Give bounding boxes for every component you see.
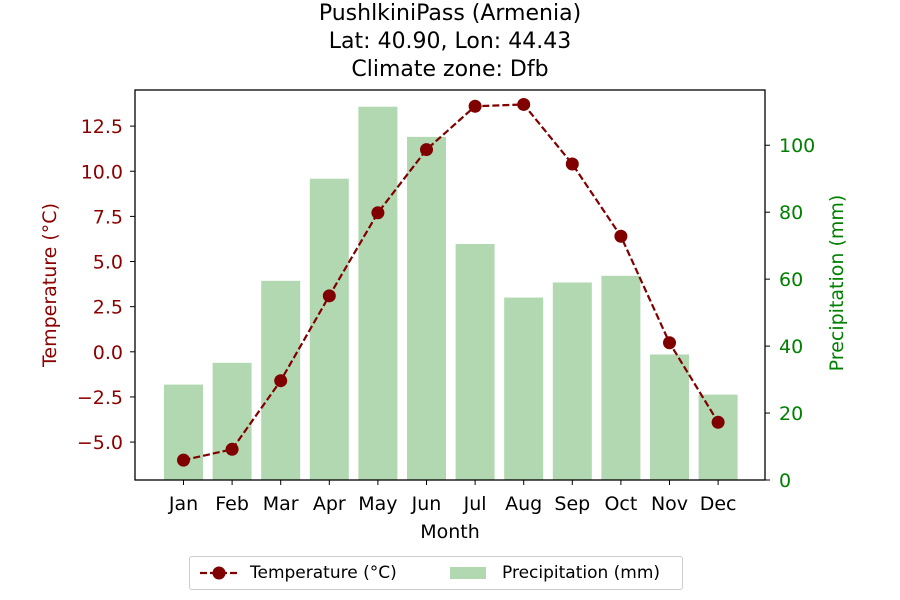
temperature-point-mar <box>274 374 288 388</box>
y-right-tick-label: 100 <box>779 135 815 157</box>
y-left-tick-label: 5.0 <box>93 252 123 274</box>
y-left-tick-label: 12.5 <box>81 116 123 138</box>
temperature-point-sep <box>565 157 579 171</box>
temperature-point-feb <box>225 442 239 456</box>
x-tick-label: Sep <box>554 493 590 515</box>
legend-item-temperature: Temperature (°C) <box>198 557 397 589</box>
precip-bar-dec <box>698 394 738 480</box>
x-tick-label: Mar <box>263 493 299 515</box>
legend: Temperature (°C) Precipitation (mm) <box>189 556 683 590</box>
x-axis-label: Month <box>420 521 480 543</box>
temperature-point-may <box>371 206 385 220</box>
x-tick-label: Feb <box>215 493 249 515</box>
precip-bar-feb <box>212 362 252 480</box>
temperature-point-jul <box>468 99 482 113</box>
x-tick-label: Nov <box>651 493 688 515</box>
y-left-tick-label: −2.5 <box>77 387 123 409</box>
temperature-point-jun <box>420 143 433 157</box>
legend-temperature-marker-icon <box>200 566 238 580</box>
temperature-point-nov <box>663 336 676 350</box>
precip-bar-jul <box>455 243 495 480</box>
x-tick-label: Oct <box>604 493 637 515</box>
precip-bar-jun <box>407 136 446 481</box>
y-right-tick-label: 40 <box>779 336 803 358</box>
temperature-point-dec <box>711 415 725 429</box>
x-tick-label: Apr <box>313 493 346 515</box>
y-right-tick-label: 20 <box>779 403 803 425</box>
precip-bar-sep <box>552 282 592 480</box>
x-tick-label: Aug <box>505 493 542 515</box>
temperature-point-oct <box>614 229 628 243</box>
x-tick-label: Jan <box>168 493 198 515</box>
legend-precipitation-label: Precipitation (mm) <box>502 563 661 583</box>
precip-bar-aug <box>504 297 544 480</box>
x-tick-label: May <box>358 493 397 515</box>
y-left-axis-label: Temperature (°C) <box>39 203 61 368</box>
x-tick-label: Jun <box>411 493 442 515</box>
x-tick-label: Jul <box>463 493 487 515</box>
legend-precipitation-swatch-icon <box>450 567 486 579</box>
chart-title-line-3: Climate zone: Dfb <box>351 57 549 82</box>
precip-bar-nov <box>650 354 689 480</box>
y-left-tick-label: 0.0 <box>93 342 123 364</box>
y-left-tick-label: 10.0 <box>81 161 123 183</box>
y-right-axis-label: Precipitation (mm) <box>826 195 848 372</box>
chart-title-line-2: Lat: 40.90, Lon: 44.43 <box>328 29 572 54</box>
y-left-tick-label: 2.5 <box>93 297 123 319</box>
temperature-line <box>183 103 720 462</box>
y-left-tick-label: −5.0 <box>77 432 123 454</box>
legend-temperature-label: Temperature (°C) <box>250 563 397 583</box>
y-right-tick-label: 0 <box>779 470 791 492</box>
temperature-point-aug <box>517 97 531 111</box>
legend-item-precipitation: Precipitation (mm) <box>448 557 660 589</box>
y-right-tick-label: 60 <box>779 269 803 291</box>
precip-bar-apr <box>309 178 349 480</box>
y-left-tick-label: 7.5 <box>93 206 123 228</box>
plot-frame <box>134 89 766 481</box>
chart-title-line-1: PushlkiniPass (Armenia) <box>318 1 582 26</box>
precip-bar-may <box>358 106 398 481</box>
temperature-point-apr <box>322 289 336 303</box>
x-tick-label: Dec <box>700 493 737 515</box>
precip-bar-oct <box>601 275 641 480</box>
temperature-point-jan <box>177 453 190 467</box>
y-right-tick-label: 80 <box>779 202 803 224</box>
